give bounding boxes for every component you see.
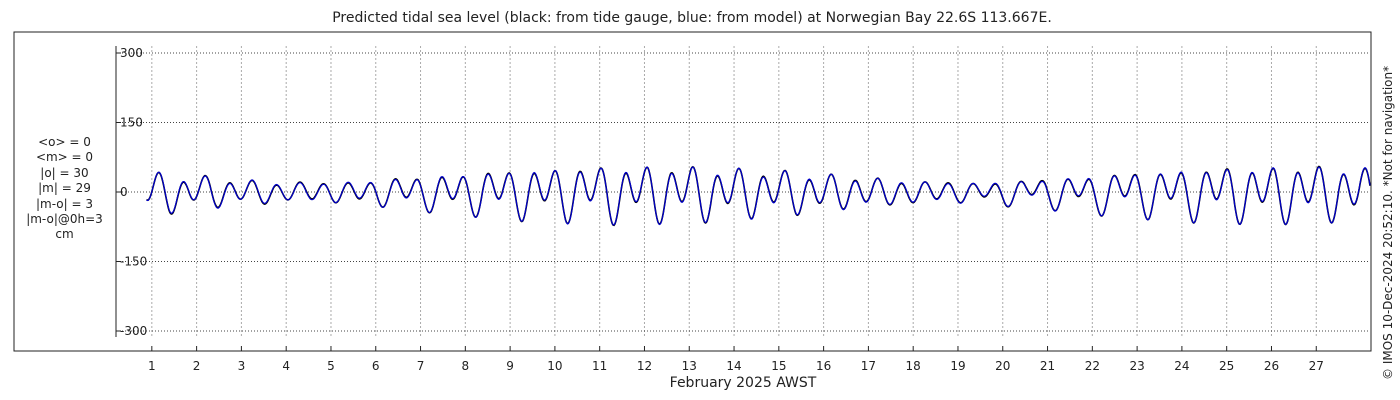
x-tick-label: 9 — [506, 359, 514, 373]
chart-title: Predicted tidal sea level (black: from t… — [332, 10, 1052, 26]
x-axis-label: February 2025 AWST — [669, 375, 817, 391]
x-axis-ticks: 1 2 3 4 5 6 7 8 9 10 11 12 13 14 15 16 17 18 19 20 21 22 23 24 2… — [148, 346, 1324, 373]
y-tick-label: 300 — [120, 46, 143, 60]
x-tick-label: 12 — [637, 359, 652, 373]
stat-abs-difference: |m-o| = 3 — [36, 196, 93, 211]
stat-unit: cm — [55, 227, 74, 242]
x-tick-label: 8 — [462, 359, 470, 373]
stat-abs-model: |m| = 29 — [38, 181, 91, 196]
y-tick-label: 0 — [120, 185, 128, 199]
stat-mean-observed: <o> = 0 — [38, 135, 91, 149]
series-lines — [146, 165, 1371, 227]
x-tick-label: 11 — [592, 359, 607, 373]
x-tick-label: 27 — [1309, 359, 1324, 373]
x-tick-label: 6 — [372, 359, 380, 373]
x-tick-label: 2 — [193, 359, 201, 373]
stat-abs-difference-0h: |m-o|@0h=3 — [26, 212, 103, 227]
stat-abs-observed: |o| = 30 — [40, 165, 89, 180]
x-tick-label: 25 — [1219, 359, 1234, 373]
y-tick-label: -150 — [120, 255, 147, 269]
x-tick-label: 15 — [771, 359, 786, 373]
x-tick-label: 23 — [1129, 359, 1144, 373]
statistics-panel: <o> = 0 <m> = 0 |o| = 30 |m| = 29 |m-o| … — [14, 135, 115, 243]
x-tick-label: 4 — [282, 359, 290, 373]
credit-text: © IMOS 10-Dec-2024 20:52:10. *Not for na… — [1381, 65, 1395, 380]
x-tick-label: 16 — [816, 359, 831, 373]
x-tick-label: 10 — [547, 359, 562, 373]
y-tick-label: -300 — [120, 324, 147, 338]
model-series-line — [146, 166, 1371, 226]
x-tick-label: 19 — [950, 359, 965, 373]
outer-frame — [13, 31, 1372, 352]
x-tick-label: 5 — [327, 359, 335, 373]
x-tick-label: 20 — [995, 359, 1010, 373]
x-tick-label: 1 — [148, 359, 156, 373]
x-tick-label: 26 — [1264, 359, 1279, 373]
y-axis-ticks: 300 150 0 -150 -300 — [116, 46, 147, 338]
stat-mean-model: <m> = 0 — [35, 150, 94, 165]
x-tick-label: 22 — [1085, 359, 1100, 373]
x-tick-label: 3 — [238, 359, 246, 373]
x-tick-label: 13 — [682, 359, 697, 373]
y-grid — [116, 52, 1370, 332]
x-tick-label: 14 — [726, 359, 741, 373]
x-tick-label: 7 — [417, 359, 425, 373]
x-tick-label: 24 — [1174, 359, 1189, 373]
x-tick-label: 18 — [906, 359, 921, 373]
x-tick-label: 17 — [861, 359, 876, 373]
x-tick-label: 21 — [1040, 359, 1055, 373]
y-tick-label: 150 — [120, 116, 143, 130]
